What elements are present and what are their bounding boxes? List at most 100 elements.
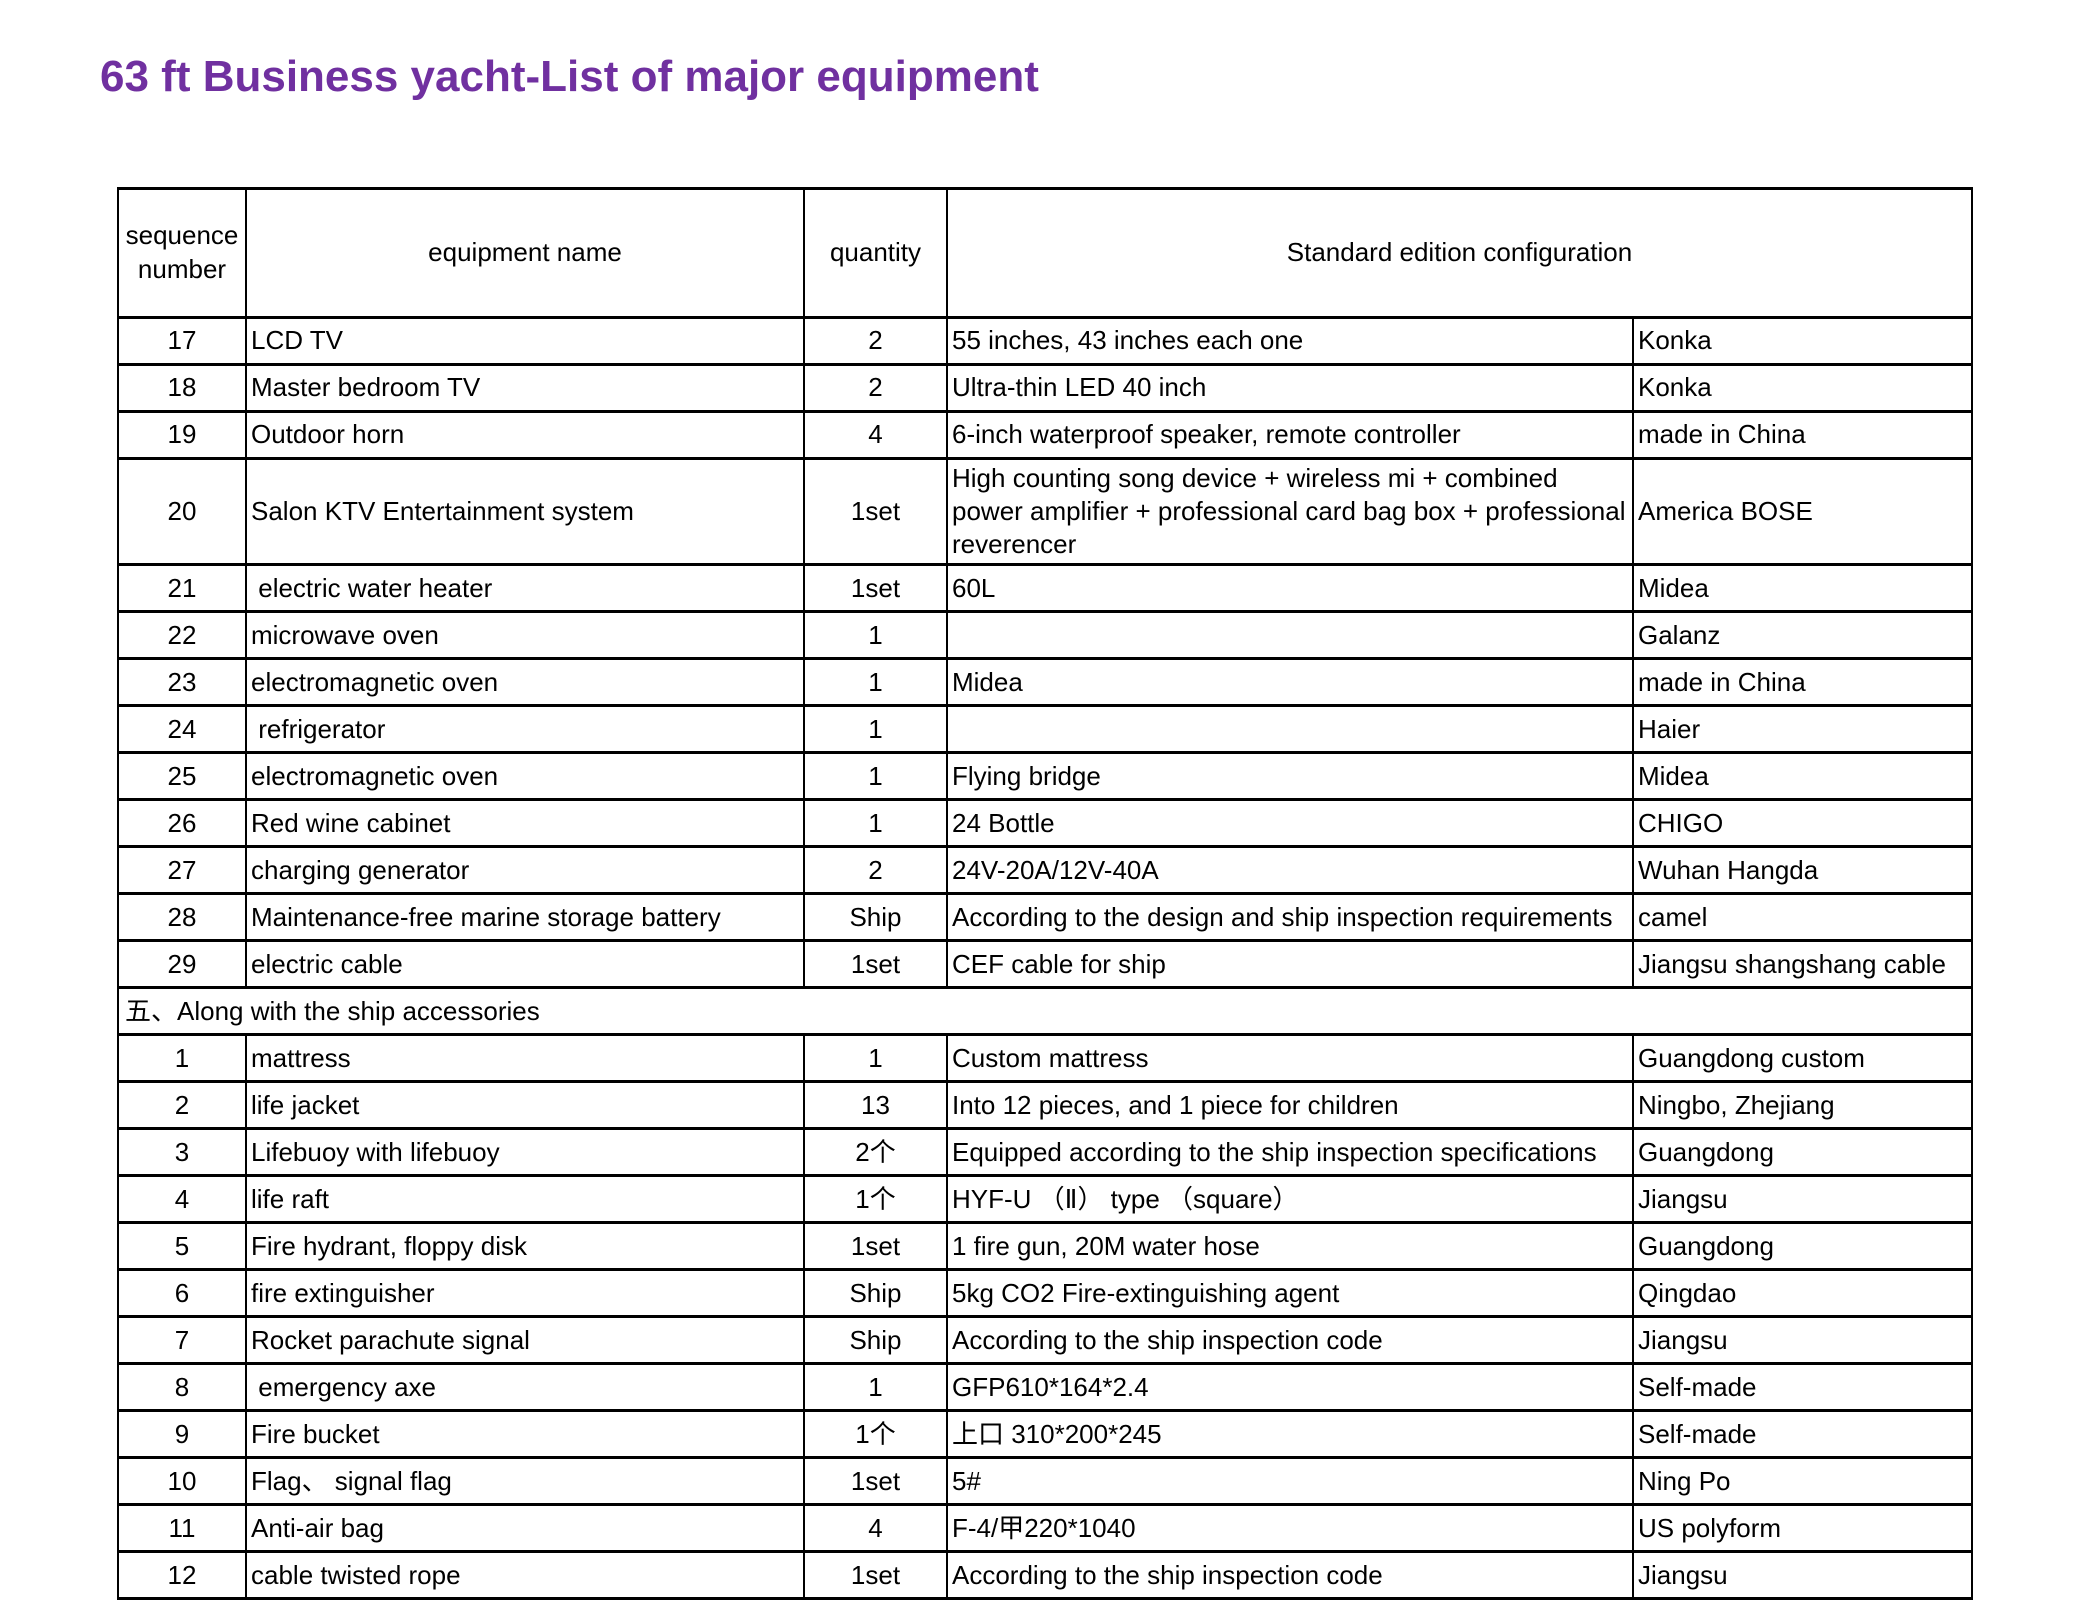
cell-sequence-number: 21 bbox=[117, 563, 247, 614]
table-row: 29 electric cable 1set CEF cable for ship Ji… bbox=[117, 939, 1973, 990]
cell-brand: Midea bbox=[1632, 751, 1973, 802]
cell-equipment-name: Master bedroom TV bbox=[245, 362, 805, 413]
cell-sequence-number: 17 bbox=[117, 315, 247, 366]
cell-configuration bbox=[946, 704, 1634, 755]
cell-quantity: 1set bbox=[803, 456, 948, 567]
cell-quantity: 13 bbox=[803, 1080, 948, 1131]
table-row: 4 life raft 1个 HYF-U （Ⅱ） type （square） Jiang… bbox=[117, 1174, 1973, 1225]
cell-quantity: 2个 bbox=[803, 1127, 948, 1178]
cell-configuration: CEF cable for ship bbox=[946, 939, 1634, 990]
cell-brand: Galanz bbox=[1632, 610, 1973, 661]
cell-brand: Konka bbox=[1632, 362, 1973, 413]
table-row: 18 Master bedroom TV 2 Ultra-thin LED 40 in… bbox=[117, 362, 1973, 413]
equipment-table: sequence number equipment name quantity … bbox=[117, 186, 1973, 1601]
cell-configuration: 5kg CO2 Fire-extinguishing agent bbox=[946, 1268, 1634, 1319]
column-header-standard-configuration: Standard edition configuration bbox=[946, 186, 1973, 319]
equipment-table-body: 17 LCD TV 2 55 inches, 43 inches each one Ko… bbox=[117, 315, 1973, 1601]
cell-quantity: Ship bbox=[803, 1315, 948, 1366]
cell-equipment-name: refrigerator bbox=[245, 704, 805, 755]
cell-brand: Qingdao bbox=[1632, 1268, 1973, 1319]
cell-sequence-number: 3 bbox=[117, 1127, 247, 1178]
cell-configuration: GFP610*164*2.4 bbox=[946, 1362, 1634, 1413]
cell-equipment-name: electric cable bbox=[245, 939, 805, 990]
cell-sequence-number: 26 bbox=[117, 798, 247, 849]
cell-brand: US polyform bbox=[1632, 1503, 1973, 1554]
table-header-row: sequence number equipment name quantity … bbox=[117, 186, 1973, 319]
cell-sequence-number: 22 bbox=[117, 610, 247, 661]
cell-brand: Guangdong bbox=[1632, 1221, 1973, 1272]
cell-quantity: 2 bbox=[803, 845, 948, 896]
cell-quantity: 1个 bbox=[803, 1409, 948, 1460]
section-header-label: 五、Along with the ship accessories bbox=[117, 986, 1973, 1037]
cell-sequence-number: 23 bbox=[117, 657, 247, 708]
cell-sequence-number: 2 bbox=[117, 1080, 247, 1131]
cell-equipment-name: life jacket bbox=[245, 1080, 805, 1131]
cell-sequence-number: 25 bbox=[117, 751, 247, 802]
cell-quantity: Ship bbox=[803, 892, 948, 943]
cell-sequence-number: 20 bbox=[117, 456, 247, 567]
cell-brand: Konka bbox=[1632, 315, 1973, 366]
cell-sequence-number: 19 bbox=[117, 409, 247, 460]
table-row: 21 electric water heater 1set 60L Midea bbox=[117, 563, 1973, 614]
cell-configuration: According to the design and ship inspect… bbox=[946, 892, 1634, 943]
cell-quantity: 1个 bbox=[803, 1174, 948, 1225]
cell-equipment-name: charging generator bbox=[245, 845, 805, 896]
cell-sequence-number: 1 bbox=[117, 1033, 247, 1084]
cell-sequence-number: 9 bbox=[117, 1409, 247, 1460]
cell-brand: made in China bbox=[1632, 409, 1973, 460]
table-row: 6 fire extinguisher Ship 5kg CO2 Fire-extin… bbox=[117, 1268, 1973, 1319]
table-row: 11 Anti-air bag 4 F-4/甲220*1040 US polyform bbox=[117, 1503, 1973, 1554]
table-row: 3 Lifebuoy with lifebuoy 2个 Equipped accord… bbox=[117, 1127, 1973, 1178]
cell-configuration: Ultra-thin LED 40 inch bbox=[946, 362, 1634, 413]
cell-equipment-name: Lifebuoy with lifebuoy bbox=[245, 1127, 805, 1178]
table-row: 19 Outdoor horn 4 6-inch waterproof speaker… bbox=[117, 409, 1973, 460]
cell-quantity: 1 bbox=[803, 657, 948, 708]
cell-equipment-name: Red wine cabinet bbox=[245, 798, 805, 849]
cell-quantity: 1 bbox=[803, 704, 948, 755]
cell-configuration: Midea bbox=[946, 657, 1634, 708]
cell-quantity: 1 bbox=[803, 798, 948, 849]
cell-sequence-number: 4 bbox=[117, 1174, 247, 1225]
cell-quantity: 1 bbox=[803, 1033, 948, 1084]
table-row: 10 Flag、 signal flag 1set 5# Ning Po bbox=[117, 1456, 1973, 1507]
cell-quantity: 2 bbox=[803, 362, 948, 413]
section-header-row: 五、Along with the ship accessories bbox=[117, 986, 1973, 1037]
cell-sequence-number: 8 bbox=[117, 1362, 247, 1413]
cell-brand: Ning Po bbox=[1632, 1456, 1973, 1507]
cell-brand: Self-made bbox=[1632, 1362, 1973, 1413]
cell-brand: America BOSE bbox=[1632, 456, 1973, 567]
table-row: 22 microwave oven 1 Galanz bbox=[117, 610, 1973, 661]
cell-quantity: 1 bbox=[803, 751, 948, 802]
cell-equipment-name: life raft bbox=[245, 1174, 805, 1225]
cell-quantity: 1set bbox=[803, 1550, 948, 1601]
cell-configuration: 1 fire gun, 20M water hose bbox=[946, 1221, 1634, 1272]
cell-brand: Ningbo, Zhejiang bbox=[1632, 1080, 1973, 1131]
cell-equipment-name: LCD TV bbox=[245, 315, 805, 366]
cell-configuration bbox=[946, 610, 1634, 661]
table-row: 8 emergency axe 1 GFP610*164*2.4 Self-made bbox=[117, 1362, 1973, 1413]
cell-quantity: 1set bbox=[803, 563, 948, 614]
cell-equipment-name: electric water heater bbox=[245, 563, 805, 614]
cell-equipment-name: Rocket parachute signal bbox=[245, 1315, 805, 1366]
cell-sequence-number: 24 bbox=[117, 704, 247, 755]
cell-quantity: 2 bbox=[803, 315, 948, 366]
cell-quantity: 1 bbox=[803, 1362, 948, 1413]
cell-configuration: Flying bridge bbox=[946, 751, 1634, 802]
table-row: 12 cable twisted rope 1set According to the… bbox=[117, 1550, 1973, 1601]
cell-brand: Haier bbox=[1632, 704, 1973, 755]
cell-brand: camel bbox=[1632, 892, 1973, 943]
cell-quantity: 1set bbox=[803, 939, 948, 990]
cell-equipment-name: electromagnetic oven bbox=[245, 751, 805, 802]
cell-configuration: According to the ship inspection code bbox=[946, 1550, 1634, 1601]
cell-configuration: 55 inches, 43 inches each one bbox=[946, 315, 1634, 366]
cell-sequence-number: 10 bbox=[117, 1456, 247, 1507]
table-row: 5 Fire hydrant, floppy disk 1set 1 fire gun… bbox=[117, 1221, 1973, 1272]
table-row: 27 charging generator 2 24V-20A/12V-40A Wuha… bbox=[117, 845, 1973, 896]
cell-equipment-name: Fire bucket bbox=[245, 1409, 805, 1460]
cell-brand: Guangdong custom bbox=[1632, 1033, 1973, 1084]
cell-sequence-number: 11 bbox=[117, 1503, 247, 1554]
cell-equipment-name: Maintenance-free marine storage battery bbox=[245, 892, 805, 943]
table-row: 25 electromagnetic oven 1 Flying bridge Mide… bbox=[117, 751, 1973, 802]
cell-quantity: 1 bbox=[803, 610, 948, 661]
